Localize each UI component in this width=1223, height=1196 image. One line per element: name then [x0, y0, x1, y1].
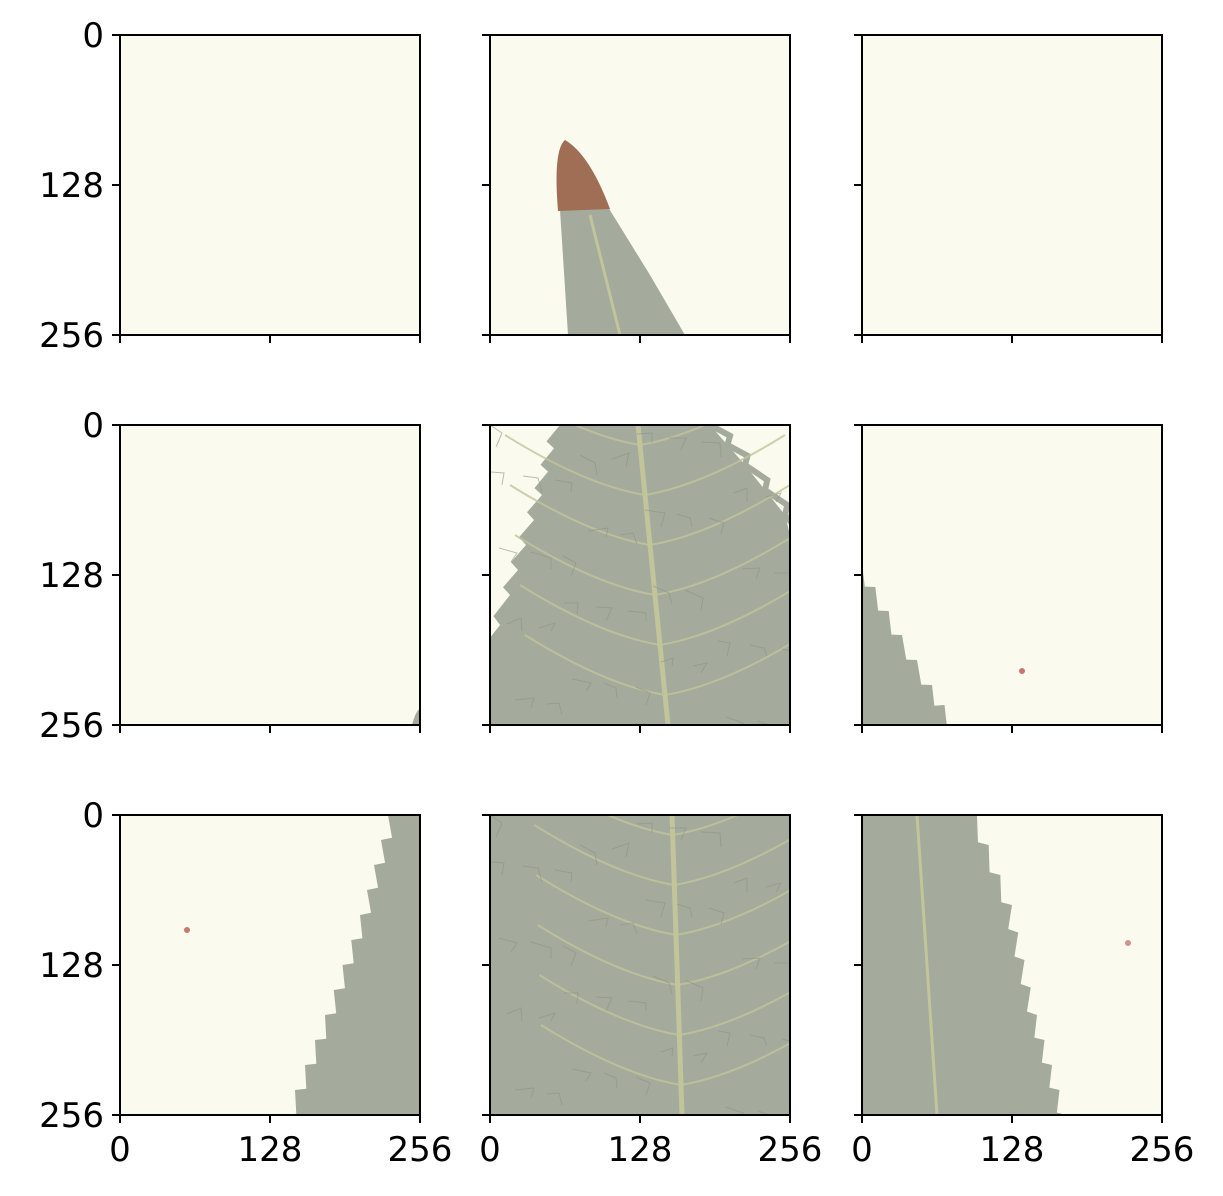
panel-r2-c1: [490, 815, 790, 1115]
y-tick-label: 0: [82, 796, 104, 836]
panel-r1-c2: [862, 425, 1162, 725]
panel-r1-c0: [120, 425, 420, 725]
panel-r2-c2: [862, 815, 1162, 1115]
panel-r0-c1: [490, 35, 790, 335]
x-tick-label: 256: [388, 1130, 453, 1170]
x-tick-label: 0: [851, 1130, 873, 1170]
leaf-edge: [412, 709, 420, 725]
y-tick-label: 256: [39, 316, 104, 356]
y-tick-label: 0: [82, 406, 104, 446]
y-tick-label: 128: [39, 556, 104, 596]
x-tick-label: 0: [109, 1130, 131, 1170]
x-tick-label: 128: [238, 1130, 303, 1170]
y-tick-label: 128: [39, 946, 104, 986]
y-tick-label: 0: [82, 16, 104, 56]
x-tick-label: 0: [479, 1130, 501, 1170]
panel-r2-c0: [120, 815, 420, 1115]
panel-background: [120, 425, 420, 725]
leaf-shape: [490, 425, 790, 725]
panel-background: [862, 35, 1162, 335]
leaf-edge: [862, 563, 957, 725]
y-tick-label: 256: [39, 706, 104, 746]
panel-r0-c0: [120, 35, 420, 335]
panel-background: [120, 35, 420, 335]
leaf-edge: [285, 815, 420, 1115]
y-tick-label: 256: [39, 1096, 104, 1136]
x-tick-label: 256: [758, 1130, 823, 1170]
y-tick-label: 128: [39, 166, 104, 206]
x-tick-label: 128: [608, 1130, 673, 1170]
leaf-tip: [556, 140, 610, 211]
x-tick-label: 256: [1130, 1130, 1195, 1170]
x-tick-label: 128: [980, 1130, 1045, 1170]
leaf-edge: [862, 815, 1067, 1115]
panel-r1-c1: [490, 425, 790, 725]
panel-r0-c2: [862, 35, 1162, 335]
